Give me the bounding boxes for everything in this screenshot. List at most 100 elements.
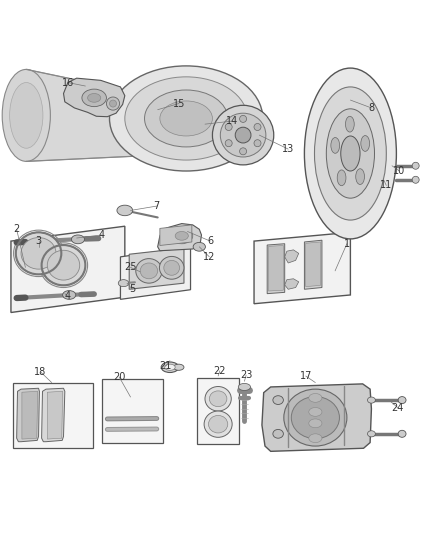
Ellipse shape: [47, 251, 80, 280]
Polygon shape: [304, 240, 322, 289]
Ellipse shape: [110, 100, 117, 107]
Polygon shape: [254, 232, 350, 304]
Ellipse shape: [304, 68, 396, 239]
Text: 2: 2: [14, 224, 20, 235]
Ellipse shape: [314, 87, 386, 220]
Text: 13: 13: [282, 144, 294, 154]
Ellipse shape: [193, 243, 205, 251]
Bar: [13, 383, 93, 448]
Polygon shape: [26, 69, 210, 161]
Ellipse shape: [212, 106, 274, 165]
Ellipse shape: [398, 397, 406, 403]
Ellipse shape: [82, 89, 106, 107]
Ellipse shape: [309, 393, 322, 402]
Ellipse shape: [171, 228, 193, 244]
Ellipse shape: [240, 148, 247, 155]
Ellipse shape: [208, 415, 228, 433]
Ellipse shape: [367, 397, 375, 403]
Ellipse shape: [309, 408, 322, 416]
Ellipse shape: [398, 430, 406, 437]
Ellipse shape: [106, 97, 120, 110]
Ellipse shape: [273, 430, 283, 438]
Text: 22: 22: [214, 366, 226, 376]
Polygon shape: [158, 223, 201, 251]
Text: 16: 16: [62, 77, 74, 87]
Ellipse shape: [346, 116, 354, 132]
Text: 15: 15: [173, 99, 185, 109]
Bar: [197, 378, 239, 444]
Ellipse shape: [71, 235, 85, 244]
Text: 1: 1: [344, 239, 350, 249]
Text: 4: 4: [99, 230, 105, 240]
Ellipse shape: [254, 124, 261, 131]
Text: 7: 7: [154, 201, 160, 211]
Text: 8: 8: [368, 103, 374, 113]
Text: 17: 17: [300, 371, 312, 381]
Ellipse shape: [110, 66, 263, 171]
Text: 4: 4: [65, 291, 71, 301]
Ellipse shape: [309, 434, 322, 442]
Ellipse shape: [331, 138, 339, 154]
Ellipse shape: [16, 232, 61, 274]
Text: 24: 24: [392, 402, 404, 413]
Ellipse shape: [367, 431, 375, 437]
Polygon shape: [120, 247, 191, 300]
Ellipse shape: [412, 176, 419, 183]
Polygon shape: [262, 384, 371, 451]
Text: 12: 12: [203, 252, 215, 262]
Polygon shape: [22, 391, 38, 439]
Ellipse shape: [341, 136, 360, 171]
Ellipse shape: [412, 162, 419, 169]
Ellipse shape: [160, 101, 212, 136]
Ellipse shape: [205, 386, 231, 411]
Text: 21: 21: [159, 361, 172, 372]
Polygon shape: [306, 242, 321, 287]
Text: 14: 14: [226, 116, 238, 126]
Ellipse shape: [326, 109, 374, 198]
Ellipse shape: [145, 90, 228, 147]
Text: 3: 3: [35, 236, 42, 246]
Polygon shape: [47, 391, 63, 439]
Ellipse shape: [225, 140, 232, 147]
Ellipse shape: [356, 169, 364, 184]
Ellipse shape: [225, 124, 232, 131]
Ellipse shape: [175, 231, 188, 240]
Ellipse shape: [284, 389, 347, 446]
Text: 23: 23: [240, 370, 252, 380]
Ellipse shape: [140, 263, 158, 279]
Ellipse shape: [337, 170, 346, 185]
Ellipse shape: [204, 411, 232, 437]
Ellipse shape: [136, 259, 162, 283]
Bar: [102, 379, 163, 442]
Polygon shape: [267, 244, 285, 294]
Ellipse shape: [21, 238, 56, 269]
Ellipse shape: [161, 362, 179, 373]
Polygon shape: [17, 388, 39, 442]
Ellipse shape: [254, 140, 261, 147]
Ellipse shape: [118, 280, 129, 287]
Ellipse shape: [273, 395, 283, 405]
Ellipse shape: [159, 256, 184, 279]
Polygon shape: [268, 246, 283, 291]
Polygon shape: [285, 250, 299, 263]
Ellipse shape: [125, 77, 247, 160]
Ellipse shape: [309, 419, 322, 427]
Ellipse shape: [361, 135, 370, 151]
Polygon shape: [11, 226, 125, 312]
Polygon shape: [285, 279, 299, 289]
Ellipse shape: [63, 290, 76, 300]
Ellipse shape: [173, 364, 184, 370]
Text: 25: 25: [124, 262, 137, 272]
Ellipse shape: [291, 397, 339, 439]
Ellipse shape: [235, 127, 251, 143]
Ellipse shape: [240, 115, 247, 123]
Ellipse shape: [238, 383, 251, 391]
Text: 6: 6: [207, 236, 213, 246]
Ellipse shape: [10, 83, 43, 148]
Ellipse shape: [117, 205, 133, 216]
Ellipse shape: [220, 113, 266, 157]
Polygon shape: [64, 78, 125, 117]
Text: 5: 5: [129, 284, 135, 294]
Ellipse shape: [88, 93, 101, 102]
Ellipse shape: [42, 245, 85, 285]
